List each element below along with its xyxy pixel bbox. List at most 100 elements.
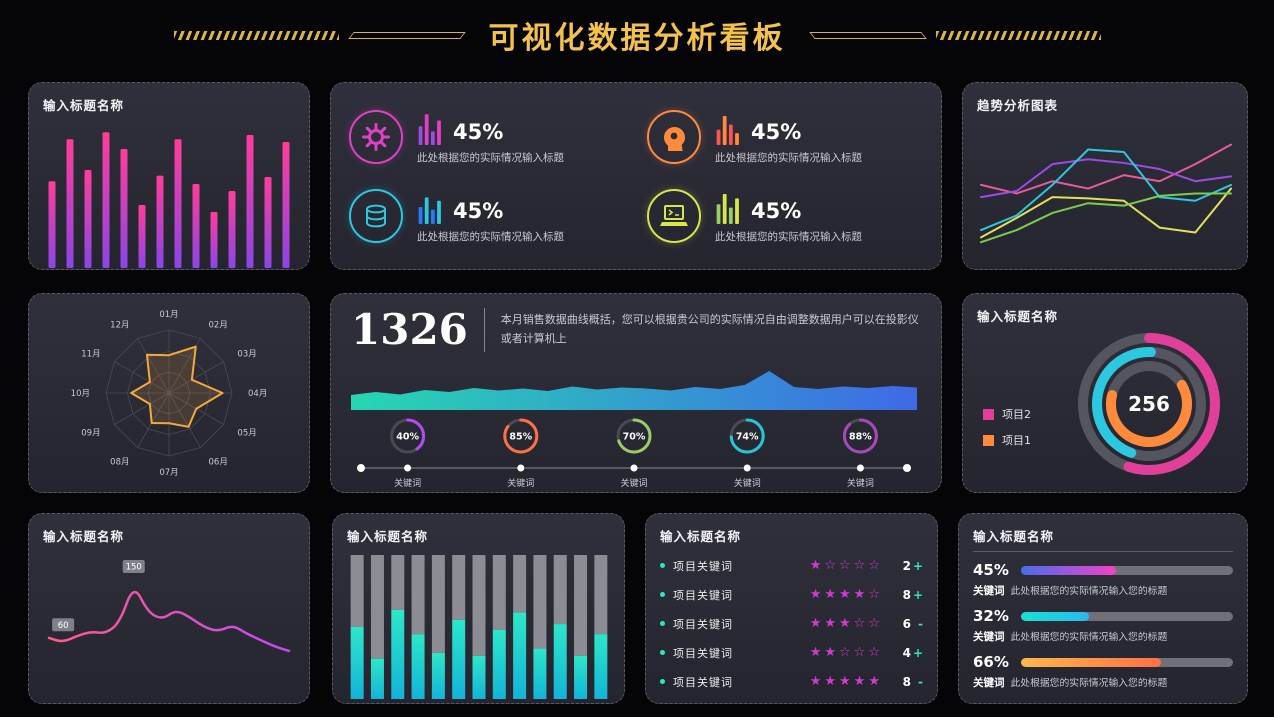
progress-bar-list: 45% 关键词 此处根据您的实际情况输入您的标题 32% 关键词 此处根据您的实际情况输入… xyxy=(973,561,1233,690)
page-title: 可视化数据分析看板 xyxy=(488,21,786,56)
panel-title: 输入标题名称 xyxy=(43,529,125,544)
stat-body: 45% 此处根据您的实际情况输入标题 xyxy=(417,188,564,244)
progress-percent: 45% xyxy=(973,561,1009,579)
keyword-sign: - xyxy=(918,616,923,631)
keyword-row: 项目关键词 ★★☆☆☆ 4 + xyxy=(660,638,923,667)
stat-item: 45% 此处根据您的实际情况输入标题 xyxy=(349,176,625,255)
radar-chart: 01月 02月 03月 04月 05月 06月 07月 08月 09月 10月 11月 12月 xyxy=(71,310,268,478)
keyword-sign: - xyxy=(918,674,923,689)
svg-text:07月: 07月 xyxy=(159,468,178,478)
bullet-dot-icon xyxy=(660,650,665,655)
keyword-row: 项目关键词 ★☆☆☆☆ 2 + xyxy=(660,551,923,580)
star-rating: ★★★☆☆ xyxy=(809,616,883,631)
keyword-sign: + xyxy=(912,587,923,602)
svg-text:256: 256 xyxy=(1128,392,1170,416)
svg-text:关键词: 关键词 xyxy=(620,477,647,489)
hatch-stripes-icon xyxy=(173,30,339,40)
keyword-label: 关键词 xyxy=(973,677,1005,689)
svg-text:关键词: 关键词 xyxy=(847,477,874,489)
mini-bar-chart xyxy=(418,196,441,224)
laptop-icon xyxy=(660,204,688,226)
stat-body: 45% 此处根据您的实际情况输入标题 xyxy=(417,109,564,165)
panel-stats: 45% 此处根据您的实际情况输入标题 45% 此处根据您的实际情况输入标题 45% 此处根… xyxy=(330,82,942,270)
bullet-dot-icon xyxy=(660,563,665,568)
bullet-dot-icon xyxy=(660,679,665,684)
keyword-label: 项目关键词 xyxy=(673,617,733,631)
sales-big-number: 1326 xyxy=(351,305,468,354)
stat-percent: 45% xyxy=(453,120,504,145)
stat-icon-ring xyxy=(349,109,403,164)
header: 可视化数据分析看板 xyxy=(0,6,1274,64)
svg-text:60: 60 xyxy=(58,621,69,631)
stat-body: 45% 此处根据您的实际情况输入标题 xyxy=(715,188,862,244)
stat-percent: 45% xyxy=(453,199,504,224)
progress-rings-strip: 40% 关键词 85% 关键词 70% 关键词 74% 关键词 88% 关键词 xyxy=(357,418,911,489)
progress-fill xyxy=(1021,657,1161,667)
keyword-sign: + xyxy=(912,558,923,573)
panel-title: 输入标题名称 xyxy=(347,529,429,544)
star-rating: ★★☆☆☆ xyxy=(809,645,883,660)
panel-title: 输入标题名称 xyxy=(977,309,1059,324)
legend-label: 项目1 xyxy=(1002,434,1031,447)
svg-text:88%: 88% xyxy=(849,432,872,443)
header-decoration-right xyxy=(808,30,1101,40)
panel-bar-chart: 输入标题名称 xyxy=(28,82,310,270)
stat-icon-ring xyxy=(647,109,701,164)
keyword-label: 关键词 xyxy=(973,631,1005,643)
panel-stacked-bars: 输入标题名称 xyxy=(332,513,625,704)
stat-body: 45% 此处根据您的实际情况输入标题 xyxy=(715,109,862,165)
progress-track xyxy=(1021,611,1233,621)
stat-item: 45% 此处根据您的实际情况输入标题 xyxy=(349,97,625,176)
svg-text:关键词: 关键词 xyxy=(507,477,534,489)
chart-legend: 项目2 项目1 xyxy=(983,406,1031,448)
legend-swatch xyxy=(983,408,994,420)
keyword-row: 项目关键词 ★★★★☆ 8 + xyxy=(660,580,923,609)
panel-line-chart: 输入标题名称 60 150 xyxy=(28,513,310,704)
svg-text:40%: 40% xyxy=(396,432,419,443)
keyword-label: 项目关键词 xyxy=(673,675,733,689)
svg-text:85%: 85% xyxy=(509,432,532,443)
progress-fill xyxy=(1021,565,1117,575)
bullet-dot-icon xyxy=(660,621,665,626)
star-rating: ★★★★★ xyxy=(809,674,883,689)
progress-track xyxy=(1021,565,1233,575)
keyword-value: 2 xyxy=(902,558,911,573)
star-rating: ★★★★☆ xyxy=(809,587,883,602)
bullet-dot-icon xyxy=(660,592,665,597)
svg-text:12月: 12月 xyxy=(110,321,129,331)
keyword-label: 项目关键词 xyxy=(673,646,733,660)
keyword-value: 4 xyxy=(902,645,911,660)
stat-description: 此处根据您的实际情况输入标题 xyxy=(715,151,862,164)
keyword-row: 项目关键词 ★★★☆☆ 6- xyxy=(660,609,923,638)
activity-rings-chart: 256 xyxy=(1078,333,1220,475)
stat-description: 此处根据您的实际情况输入标题 xyxy=(417,230,564,243)
keyword-list: 项目关键词 ★☆☆☆☆ 2 + 项目关键词 ★★★★☆ 8 + 项目关键词 ★★★☆☆ 6- 项目关键… xyxy=(660,551,923,696)
vertical-divider xyxy=(483,308,485,352)
panel-radar: 01月 02月 03月 04月 05月 06月 07月 08月 09月 10月 11月 12月 xyxy=(28,293,310,493)
panel-title: 趋势分析图表 xyxy=(977,98,1059,113)
smooth-line-chart: 60 150 xyxy=(47,559,291,653)
progress-row: 66% 关键词 此处根据您的实际情况输入您的标题 xyxy=(973,653,1233,690)
progress-description: 关键词 此处根据您的实际情况输入您的标题 xyxy=(973,677,1168,689)
keyword-value: 8 xyxy=(902,587,911,602)
legend-item: 项目2 xyxy=(983,406,1031,422)
blade-shape-icon xyxy=(347,31,466,39)
area-chart xyxy=(351,371,917,410)
sales-description: 本月销售数据曲线概括，您可以根据贵公司的实际情况自由调整数据用户可以在投影仪或者… xyxy=(500,313,919,345)
header-decoration-left xyxy=(173,30,466,40)
panel-activity-rings: 输入标题名称 256 项目2 项目1 xyxy=(962,293,1248,493)
trend-line-chart xyxy=(980,143,1232,244)
stat-icon-ring xyxy=(349,188,403,243)
keyword-label: 项目关键词 xyxy=(673,559,733,573)
gear-icon xyxy=(362,122,390,151)
progress-track xyxy=(1021,657,1233,667)
keyword-row: 项目关键词 ★★★★★ 8- xyxy=(660,667,923,696)
svg-text:11月: 11月 xyxy=(81,350,100,360)
stat-percent: 45% xyxy=(751,199,802,224)
svg-text:09月: 09月 xyxy=(81,429,100,439)
panel-title: 输入标题名称 xyxy=(660,529,742,544)
legend-swatch xyxy=(983,434,994,446)
keyword-label: 关键词 xyxy=(973,585,1005,597)
svg-text:02月: 02月 xyxy=(209,321,228,331)
bar-chart xyxy=(48,132,290,268)
